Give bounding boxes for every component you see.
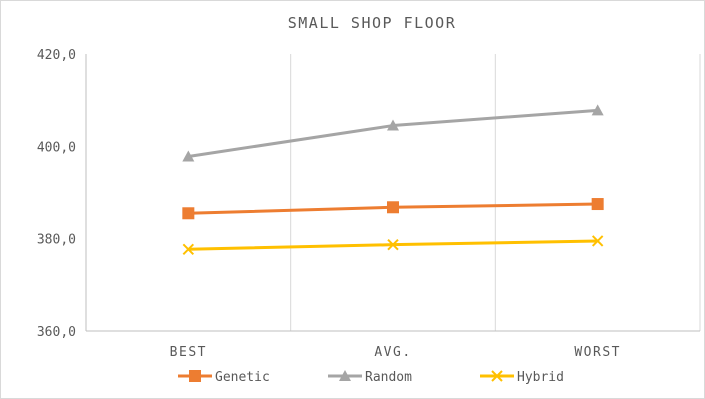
legend: Genetic Random Hybrid: [178, 370, 564, 385]
data-point-marker: [182, 207, 195, 220]
marker-stroke: [491, 370, 503, 382]
legend-label: Genetic: [215, 370, 270, 385]
data-point-marker: [387, 119, 399, 131]
data-point-marker: [182, 150, 195, 162]
x-category-label: AVG.: [374, 345, 411, 360]
data-point-marker: [182, 243, 195, 255]
y-tick-label: 360,0: [37, 325, 76, 340]
series-random: [182, 104, 604, 162]
data-point-marker: [387, 238, 399, 251]
marker-stroke: [182, 243, 195, 255]
legend-label: Random: [365, 370, 412, 385]
legend-label: Hybrid: [517, 370, 564, 385]
x-axis-categories: BEST AVG. WORST: [170, 345, 621, 360]
chart-title: SMALL SHOP FLOOR: [288, 14, 457, 32]
data-point-marker: [387, 201, 399, 214]
legend-item-genetic: Genetic: [178, 370, 270, 385]
x-category-label: BEST: [170, 345, 207, 360]
legend-item-hybrid: Hybrid: [480, 370, 564, 385]
series-hybrid: [182, 235, 604, 255]
data-point-marker: [189, 370, 201, 382]
x-category-label: WORST: [574, 345, 621, 360]
y-tick-label: 400,0: [37, 140, 76, 155]
y-axis-ticks: 360,0 380,0 400,0 420,0: [37, 48, 76, 340]
data-point-marker: [591, 104, 604, 116]
series-genetic: [182, 198, 604, 220]
series-layer: [182, 104, 604, 255]
y-tick-label: 420,0: [37, 48, 76, 63]
data-point-marker: [591, 198, 604, 211]
grid: [85, 54, 701, 332]
y-tick-label: 380,0: [37, 233, 76, 248]
marker-stroke: [591, 235, 604, 247]
legend-item-random: Random: [328, 370, 412, 385]
series-line: [188, 108, 598, 158]
data-point-marker: [591, 235, 604, 247]
marker-stroke: [387, 238, 399, 251]
data-point-marker: [491, 370, 503, 382]
data-point-marker: [339, 370, 351, 381]
